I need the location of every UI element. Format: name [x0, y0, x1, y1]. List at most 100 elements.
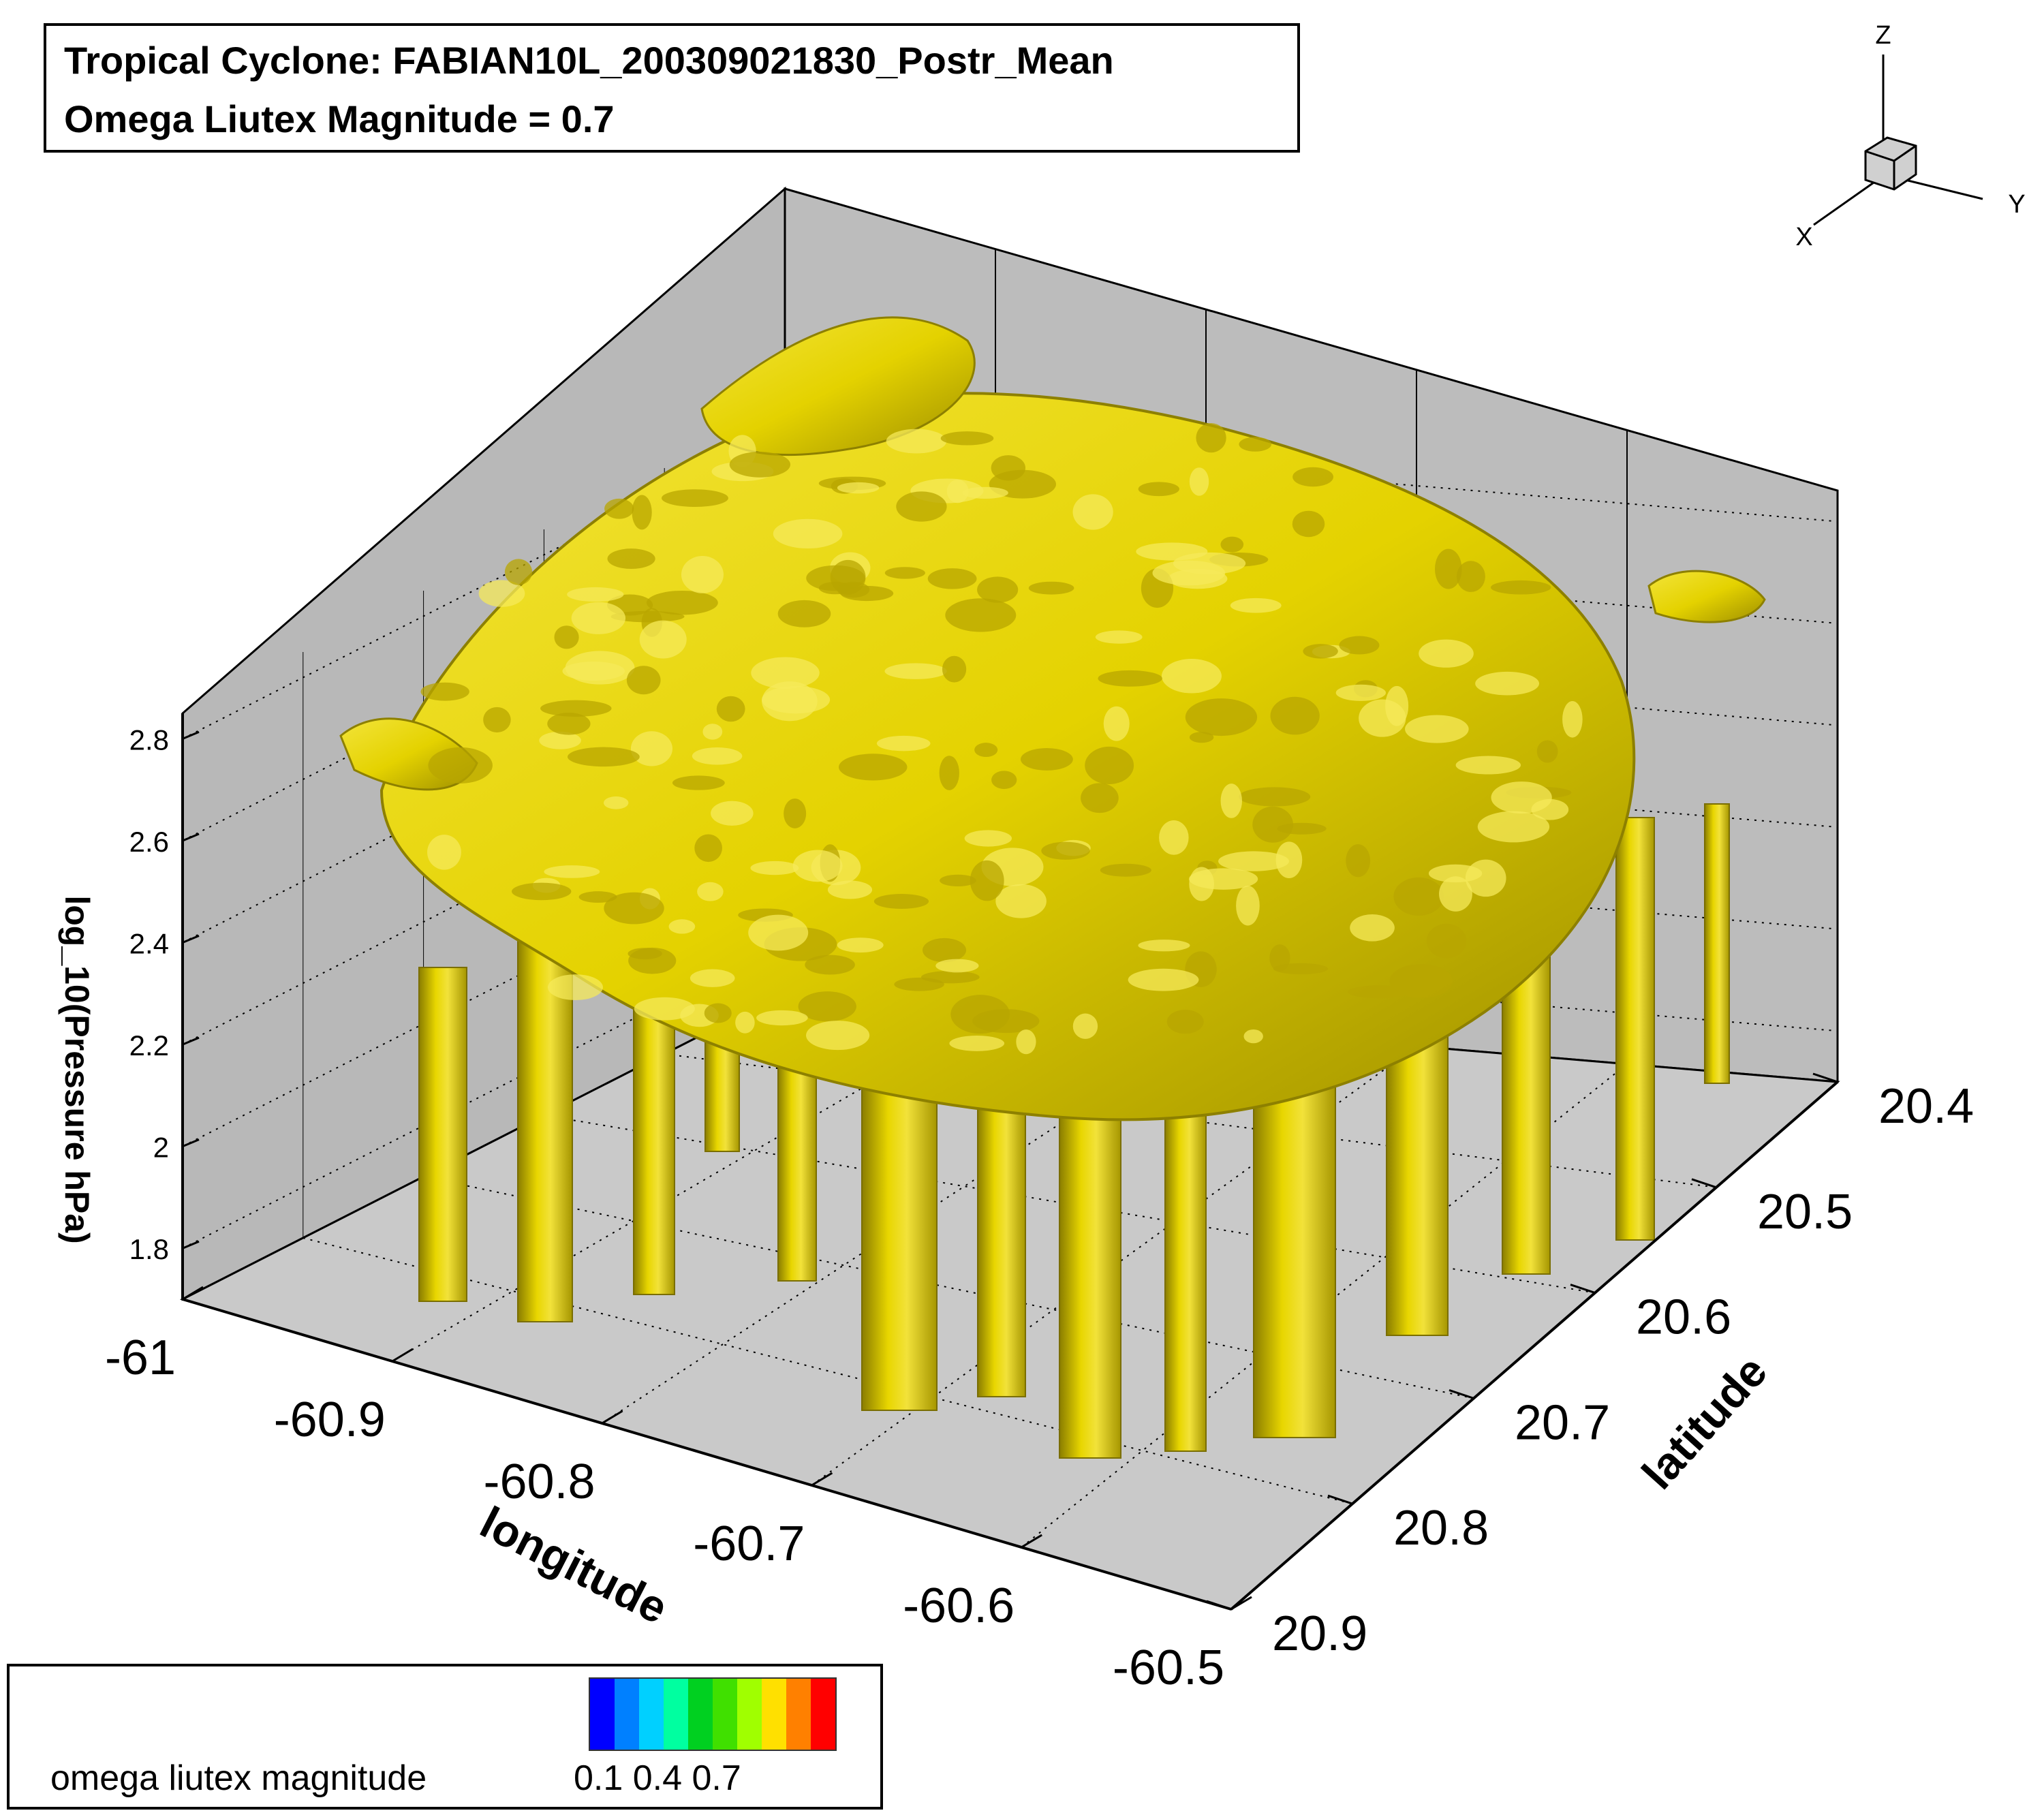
isosurface-texture	[704, 1003, 732, 1023]
isosurface-texture	[567, 587, 624, 602]
isosurface-texture	[1098, 670, 1162, 687]
x-tick	[601, 1410, 623, 1425]
isosurface-texture	[838, 754, 908, 781]
isosurface-texture	[1439, 876, 1472, 912]
isosurface-column	[418, 967, 467, 1302]
isosurface-texture	[1196, 422, 1226, 453]
isosurface-texture	[995, 884, 1047, 918]
legend-box: omega liutex magnitude 0.1 0.4 0.7	[7, 1664, 883, 1810]
isosurface-texture	[1335, 684, 1386, 701]
z-tick	[182, 1240, 200, 1250]
isosurface-blob	[1647, 570, 1766, 623]
isosurface-texture	[1292, 467, 1333, 487]
isosurface-texture	[427, 835, 461, 870]
isosurface-texture	[1477, 811, 1550, 843]
isosurface-texture	[762, 685, 831, 714]
isosurface-texture	[604, 498, 634, 519]
y-tick-label: 20.8	[1393, 1501, 1489, 1555]
y-axis-title: latitude	[1632, 1346, 1776, 1498]
x-tick-label: -60.8	[483, 1455, 595, 1509]
legend-color-swatch	[639, 1679, 664, 1750]
legend-color-swatch	[615, 1679, 639, 1750]
isosurface-texture	[896, 491, 947, 522]
isosurface-texture	[672, 775, 725, 790]
isosurface-texture	[970, 860, 1004, 901]
isosurface-texture	[1339, 636, 1380, 655]
isosurface-texture	[547, 974, 603, 1001]
isosurface	[339, 316, 1766, 1459]
z-tick-label: 2.4	[129, 928, 169, 960]
isosurface-texture	[681, 556, 724, 593]
isosurface-texture	[1359, 699, 1406, 737]
legend-colorbar	[589, 1677, 837, 1751]
isosurface-texture	[668, 919, 696, 934]
x-tick	[1230, 1596, 1252, 1611]
x-tick-label: -60.6	[903, 1579, 1015, 1633]
isosurface-texture	[567, 747, 640, 767]
legend-color-swatch	[688, 1679, 713, 1750]
isosurface-texture	[972, 1009, 1040, 1034]
legend-ticks: 0.1 0.4 0.7	[574, 1758, 741, 1798]
isosurface-texture	[607, 548, 655, 570]
isosurface-texture	[1273, 963, 1329, 975]
isosurface-texture	[949, 1036, 1005, 1051]
triad-cube	[1864, 136, 1917, 191]
isosurface-texture	[927, 568, 977, 589]
isosurface-texture	[694, 834, 722, 863]
y-tick	[1691, 1178, 1717, 1189]
isosurface-texture	[837, 937, 884, 953]
x-tick-label: -60.9	[274, 1393, 386, 1447]
x-tick-label: -60.5	[1113, 1641, 1224, 1695]
triad-x-label: X	[1795, 223, 1812, 251]
isosurface-texture	[604, 892, 664, 925]
isosurface-texture	[748, 914, 809, 951]
isosurface-texture	[798, 991, 856, 1022]
isosurface-texture	[751, 657, 820, 689]
isosurface-texture	[1100, 863, 1151, 877]
x-tick	[811, 1472, 833, 1487]
isosurface-texture	[1426, 923, 1467, 959]
x-tick-label: -61	[105, 1331, 176, 1385]
isosurface-texture	[935, 959, 979, 973]
isosurface-texture	[1270, 696, 1320, 735]
y-tick-label: 20.9	[1272, 1607, 1367, 1661]
isosurface-texture	[632, 495, 652, 530]
isosurface-texture	[1020, 748, 1073, 771]
isosurface-texture	[711, 801, 754, 826]
isosurface-texture	[837, 482, 880, 494]
legend-color-swatch	[713, 1679, 737, 1750]
isosurface-texture	[1456, 561, 1485, 592]
isosurface-texture	[478, 580, 525, 607]
isosurface-texture	[1475, 671, 1540, 696]
isosurface-texture	[1236, 885, 1260, 926]
isosurface-texture	[628, 947, 677, 974]
z-tick	[182, 1138, 200, 1148]
x-axis-title: longitude	[473, 1497, 676, 1634]
isosurface-texture	[729, 452, 791, 478]
y-axis-line	[1230, 1081, 1839, 1611]
isosurface-texture	[544, 865, 600, 878]
z-axis-title: log_10(Pressure hPa)	[58, 895, 96, 1243]
isosurface-texture	[1428, 864, 1483, 883]
y-tick-label: 20.7	[1515, 1395, 1610, 1450]
z-tick-label: 2	[153, 1132, 169, 1164]
isosurface-texture	[1405, 715, 1469, 743]
y-tick-label: 20.6	[1636, 1290, 1731, 1345]
isosurface-texture	[1161, 659, 1222, 694]
isosurface-texture	[626, 666, 661, 695]
legend-color-swatch	[811, 1679, 835, 1750]
isosurface-texture	[940, 431, 994, 446]
z-tick-label: 2.8	[129, 724, 169, 756]
isosurface-texture	[894, 977, 944, 991]
isosurface-texture	[1103, 706, 1130, 741]
y-tick	[1206, 1600, 1232, 1611]
isosurface-texture	[1303, 644, 1338, 659]
isosurface-texture	[886, 429, 947, 454]
isosurface-texture	[1292, 510, 1325, 538]
isosurface-texture	[1239, 437, 1272, 452]
isosurface-texture	[750, 860, 799, 875]
legend-color-swatch	[762, 1679, 786, 1750]
y-tick-label: 20.5	[1757, 1185, 1853, 1239]
isosurface-texture	[991, 771, 1017, 790]
